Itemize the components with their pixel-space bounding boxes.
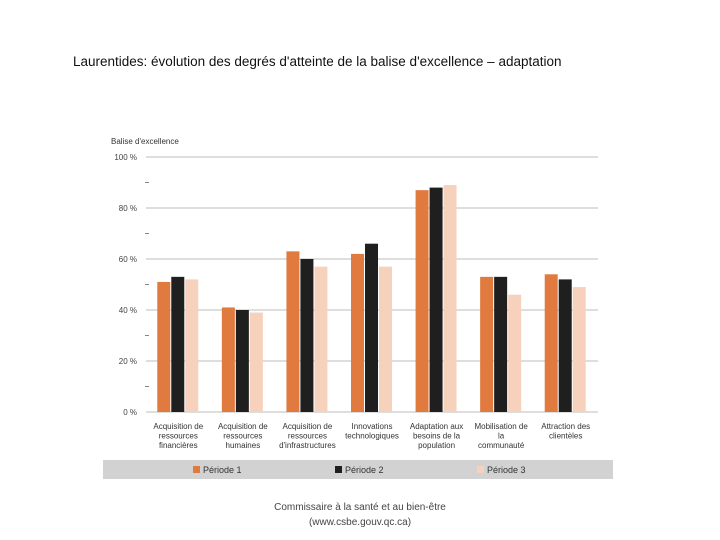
x-category-label-line: financières	[159, 441, 198, 450]
x-category-label: Acquisition de ressources d'infrastructure…	[279, 422, 336, 450]
x-category-label-line: technologiques	[345, 432, 399, 441]
x-category-label-line: clientèles	[549, 432, 582, 441]
bar-p-riode-2-4	[429, 187, 443, 412]
x-category-label-line: humaines	[226, 441, 261, 450]
bar-p-riode-1-5	[480, 276, 494, 412]
bar-p-riode-2-1	[235, 310, 249, 412]
bar-chart: Balise d'excellence 0 % 20 % 40 % 60 % 80 % 10…	[103, 137, 613, 479]
legend-band	[103, 460, 613, 479]
bar-p-riode-2-5	[494, 276, 508, 412]
bar-p-riode-2-0	[171, 276, 185, 412]
x-category-label: Mobilisation de la communauté	[474, 422, 528, 450]
y-tick-label: 0 %	[123, 408, 137, 417]
legend-swatch	[335, 466, 342, 473]
labels-layer: Balise d'excellence 0 % 20 % 40 % 60 % 80 % 10…	[111, 137, 590, 450]
legend-layer: Période 1 Période 2 Période 3	[103, 460, 613, 479]
bar-p-riode-2-6	[558, 279, 572, 412]
y-tick-label: 20 %	[119, 357, 137, 366]
x-category-label: Adaptation aux besoins de la population	[410, 422, 463, 450]
chart-svg: Balise d'excellence 0 % 20 % 40 % 60 % 80 % 10…	[103, 137, 613, 479]
legend-swatch	[193, 466, 200, 473]
slide-title: Laurentides: évolution des degrés d'atte…	[73, 54, 562, 69]
x-category-label-line: Attraction des	[541, 422, 590, 431]
x-category-label: Acquisition de ressources financières	[153, 422, 203, 450]
bar-p-riode-2-2	[300, 259, 314, 412]
bar-p-riode-1-3	[351, 253, 364, 412]
x-category-label-line: la	[498, 432, 505, 441]
legend-label: Période 2	[345, 465, 384, 475]
bar-p-riode-3-0	[185, 279, 199, 412]
x-category-label-line: Acquisition de	[218, 422, 268, 431]
bar-p-riode-3-5	[508, 294, 522, 412]
x-category-label-line: ressources	[159, 432, 198, 441]
bar-p-riode-3-3	[379, 266, 392, 412]
bar-p-riode-3-4	[443, 185, 457, 412]
x-category-label-line: Acquisition de	[283, 422, 333, 431]
y-tick-label: 80 %	[119, 204, 137, 213]
legend-swatch	[477, 466, 484, 473]
bar-p-riode-1-2	[286, 251, 300, 412]
footer-url: (www.csbe.gouv.qc.ca)	[308, 517, 412, 528]
bar-p-riode-1-6	[544, 274, 558, 412]
bar-p-riode-1-4	[415, 190, 429, 412]
x-category-label-line: Mobilisation de	[474, 422, 528, 431]
bar-p-riode-2-3	[365, 243, 378, 412]
bar-p-riode-3-2	[314, 266, 328, 412]
y-tick-label: 40 %	[119, 306, 137, 315]
bars-layer	[157, 185, 586, 412]
bar-p-riode-3-1	[249, 312, 263, 412]
x-category-label-line: ressources	[223, 432, 262, 441]
bar-p-riode-1-0	[157, 281, 171, 412]
x-category-label-line: Acquisition de	[153, 422, 203, 431]
x-category-label-line: Adaptation aux	[410, 422, 463, 431]
x-category-label-line: communauté	[478, 441, 525, 450]
legend-label: Période 1	[203, 465, 242, 475]
x-category-label-line: population	[418, 441, 455, 450]
y-tick-label: 100 %	[114, 153, 137, 162]
x-category-label: Innovations technologiques	[345, 422, 399, 441]
x-category-label: Acquisition de ressources humaines	[218, 422, 268, 450]
bar-p-riode-3-6	[572, 287, 586, 412]
x-category-label-line: Innovations	[352, 422, 393, 431]
legend-label: Période 3	[487, 465, 526, 475]
footer: Commissaire à la santé et au bien-être (…	[210, 500, 510, 530]
x-category-label-line: besoins de la	[413, 432, 461, 441]
bar-p-riode-1-1	[221, 307, 235, 412]
y-tick-label: 60 %	[119, 255, 137, 264]
x-category-label-line: d'infrastructures	[279, 441, 336, 450]
footer-credit: Commissaire à la santé et au bien-être	[274, 502, 446, 513]
x-category-label: Attraction des clientèles	[541, 422, 590, 441]
x-category-label-line: ressources	[288, 432, 327, 441]
y-axis-title: Balise d'excellence	[111, 137, 179, 146]
